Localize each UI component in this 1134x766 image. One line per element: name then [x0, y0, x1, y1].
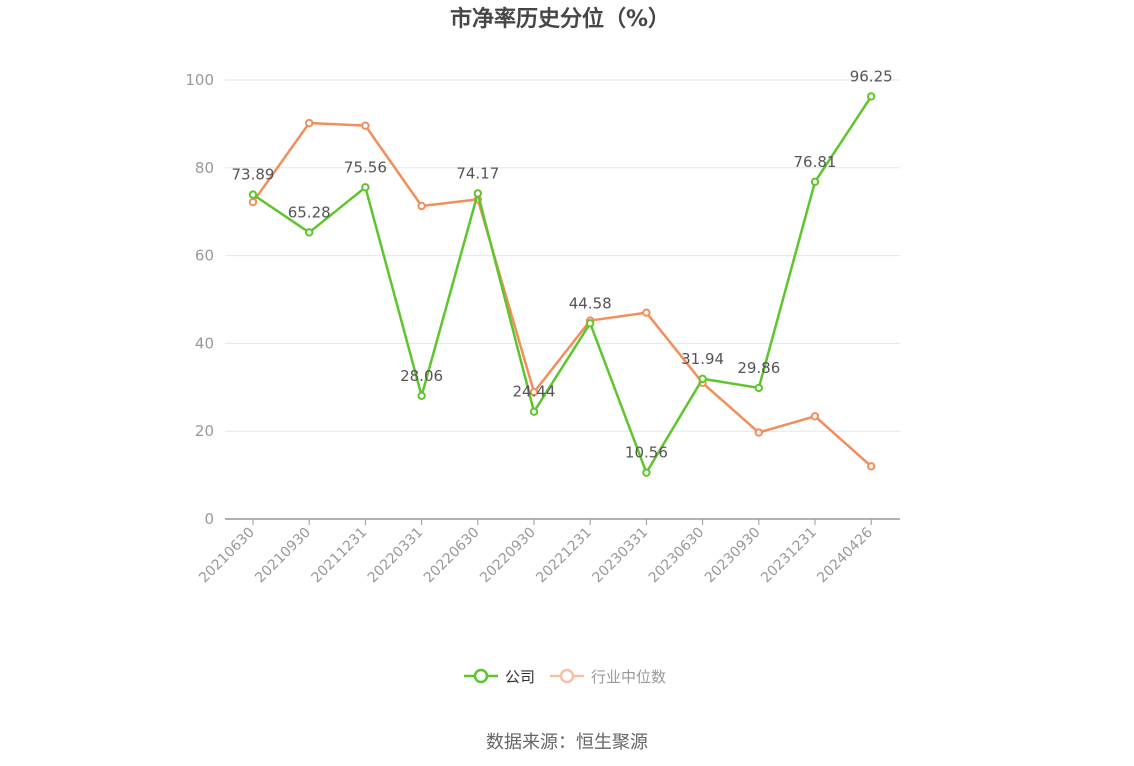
data-point[interactable] — [867, 462, 876, 471]
x-tick-label: 20230331 — [590, 525, 652, 587]
x-tick-label: 20220930 — [477, 525, 539, 587]
data-point[interactable] — [473, 189, 482, 198]
data-label: 75.56 — [344, 158, 387, 176]
grid-lines: 0 20 40 60 80 100 — [185, 71, 900, 528]
legend-marker — [473, 668, 489, 684]
data-point[interactable] — [754, 428, 763, 437]
data-point[interactable] — [361, 121, 370, 130]
x-axis: 2021063020210930202112312022033120220630… — [196, 518, 900, 587]
series-layer — [248, 92, 876, 477]
data-point[interactable] — [810, 412, 820, 421]
y-tick-label: 20 — [195, 422, 214, 440]
series-line — [251, 121, 873, 468]
data-point[interactable] — [642, 468, 651, 477]
data-point[interactable] — [529, 407, 539, 416]
data-point[interactable] — [642, 308, 651, 317]
data-label: 76.81 — [794, 153, 837, 171]
x-tick-label: 20221231 — [533, 525, 595, 587]
y-tick-label: 60 — [195, 247, 214, 265]
data-point[interactable] — [305, 118, 314, 128]
data-label: 28.06 — [400, 367, 443, 385]
x-tick-label: 20210930 — [252, 525, 314, 587]
x-tick-label: 20240426 — [814, 524, 876, 586]
legend-item-0[interactable]: 公司 — [464, 668, 535, 686]
series-0 — [248, 92, 876, 477]
legend-label: 行业中位数 — [591, 668, 666, 686]
data-label: 31.94 — [681, 350, 724, 368]
data-point[interactable] — [248, 197, 258, 207]
series-1 — [248, 118, 876, 471]
data-point[interactable] — [361, 183, 370, 192]
y-tick-label: 0 — [204, 510, 214, 528]
data-point[interactable] — [754, 383, 763, 393]
data-labels: 73.89 65.28 75.56 28.06 74.17 24.44 44.58 10.56… — [232, 67, 893, 461]
data-label: 65.28 — [288, 203, 331, 221]
x-tick-label: 20210630 — [196, 525, 258, 587]
data-label: 96.25 — [850, 67, 893, 85]
y-tick-label: 80 — [195, 159, 214, 177]
data-point[interactable] — [586, 319, 595, 328]
x-tick-label: 20230630 — [646, 525, 708, 587]
data-label: 24.44 — [513, 383, 556, 401]
data-label: 73.89 — [232, 166, 275, 184]
data-point[interactable] — [248, 190, 258, 199]
legend-item-1[interactable]: 行业中位数 — [550, 668, 666, 686]
legend-marker — [559, 668, 575, 684]
data-point[interactable] — [305, 228, 314, 237]
data-point[interactable] — [810, 177, 820, 187]
data-label: 44.58 — [569, 294, 612, 312]
chart-title: 市净率历史分位（%） — [450, 6, 670, 32]
data-label: 29.86 — [737, 359, 780, 377]
x-tick-label: 20211231 — [309, 525, 371, 587]
data-label: 10.56 — [625, 444, 668, 462]
data-label: 74.17 — [456, 164, 499, 182]
y-tick-label: 100 — [185, 71, 214, 89]
legend-label: 公司 — [505, 668, 535, 686]
x-tick-label: 20231231 — [758, 525, 820, 587]
x-tick-label: 20220331 — [365, 525, 427, 587]
data-point[interactable] — [417, 391, 426, 401]
data-point[interactable] — [529, 387, 539, 397]
y-tick-label: 40 — [195, 334, 214, 352]
source-note: 数据来源：恒生聚源 — [486, 732, 648, 753]
legend[interactable]: 公司 行业中位数 — [464, 668, 666, 686]
series-line — [252, 95, 873, 474]
x-tick-label: 20220630 — [421, 525, 483, 587]
data-point[interactable] — [417, 201, 426, 211]
data-point[interactable] — [867, 92, 876, 101]
data-point[interactable] — [698, 374, 707, 383]
x-tick-label: 20230930 — [702, 525, 764, 587]
